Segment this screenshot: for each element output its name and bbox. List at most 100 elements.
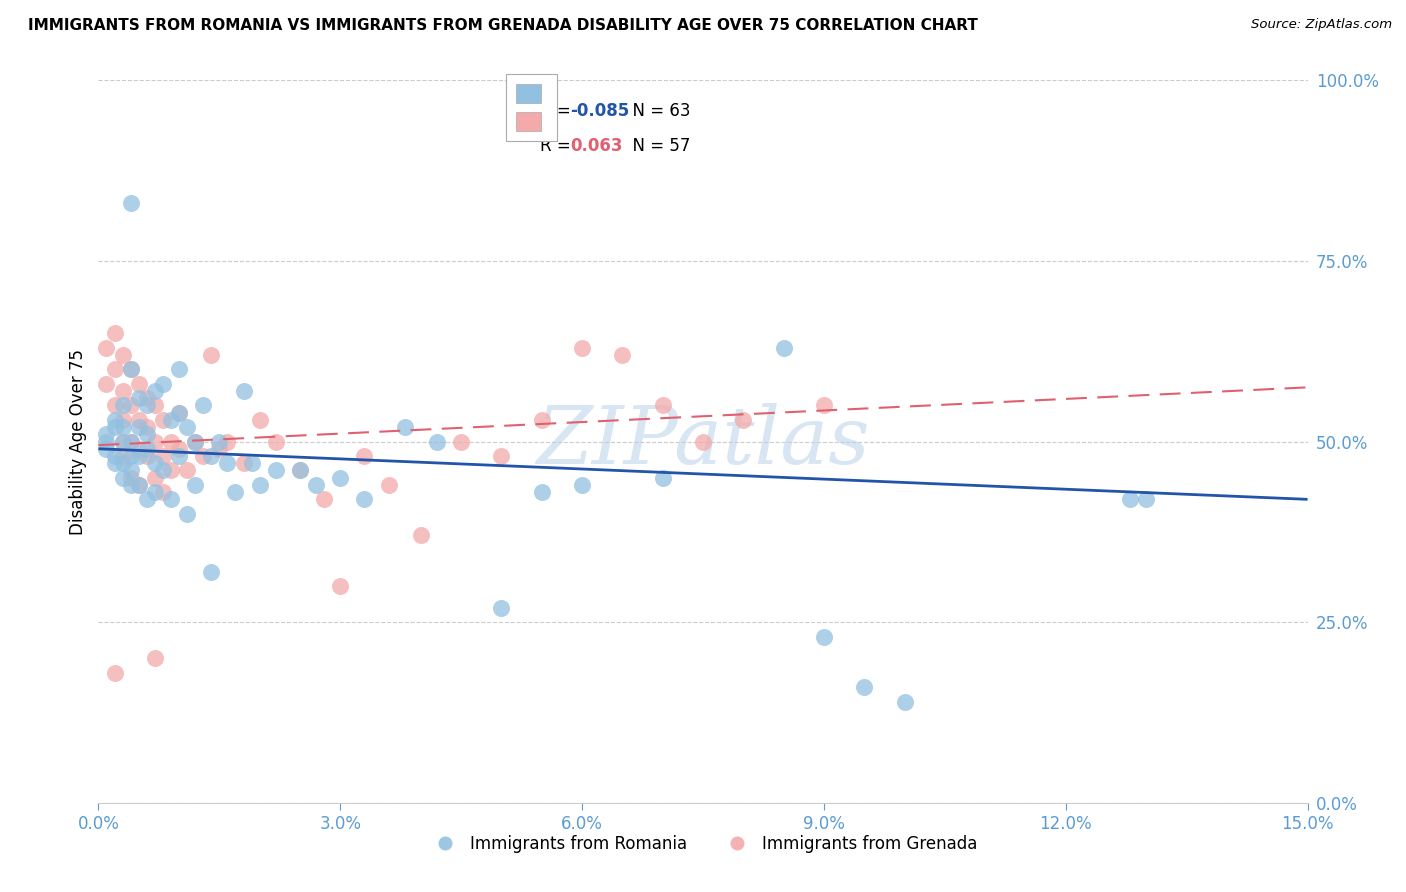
Point [143,384,166,398]
Point [217,434,239,449]
Text: N = 63: N = 63 [621,102,690,120]
Point [167,406,190,420]
Point [409,528,432,542]
Point [160,434,183,449]
Point [329,470,352,484]
Point [111,420,134,434]
Point [176,507,198,521]
Legend: Immigrants from Romania, Immigrants from Grenada: Immigrants from Romania, Immigrants from… [422,828,984,860]
Point [128,449,150,463]
Point [329,579,352,593]
Point [530,413,553,427]
Point [111,398,134,412]
Point [143,485,166,500]
Point [426,434,449,449]
Point [128,442,150,456]
Point [111,434,134,449]
Point [96,434,118,449]
Point [232,384,254,398]
Point [305,478,328,492]
Point [184,434,207,449]
Point [111,434,134,449]
Point [143,398,166,412]
Point [120,196,142,211]
Point [184,434,207,449]
Point [813,398,835,412]
Point [208,434,231,449]
Y-axis label: Disability Age Over 75: Disability Age Over 75 [69,349,87,534]
Point [128,413,150,427]
Point [200,565,222,579]
Text: R =: R = [540,102,576,120]
Point [1119,492,1142,507]
Point [571,478,593,492]
Point [96,427,118,442]
Point [103,362,125,376]
Point [167,442,190,456]
Point [103,449,125,463]
Point [288,463,311,477]
Point [200,449,222,463]
Point [167,449,190,463]
Text: -0.085: -0.085 [569,102,630,120]
Point [111,348,134,362]
Point [394,420,416,434]
Point [249,478,271,492]
Point [120,362,142,376]
Point [152,449,174,463]
Point [314,492,336,507]
Point [111,470,134,484]
Point [264,434,287,449]
Text: R =: R = [540,137,581,155]
Point [111,384,134,398]
Point [193,398,215,412]
Point [571,341,593,355]
Point [135,420,157,434]
Point [893,695,915,709]
Point [135,398,157,412]
Text: 0.063: 0.063 [569,137,623,155]
Point [176,420,198,434]
Point [208,442,231,456]
Point [232,456,254,470]
Point [167,362,190,376]
Point [651,470,673,484]
Point [224,485,246,500]
Point [103,665,125,680]
Point [152,413,174,427]
Point [491,600,513,615]
Point [120,398,142,412]
Point [160,463,183,477]
Point [135,449,157,463]
Point [200,348,222,362]
Point [160,413,183,427]
Point [152,485,174,500]
Point [491,449,513,463]
Point [103,456,125,470]
Point [111,449,134,463]
Point [120,362,142,376]
Point [772,341,794,355]
Point [120,434,142,449]
Point [450,434,472,449]
Point [135,492,157,507]
Point [120,434,142,449]
Point [692,434,714,449]
Point [103,420,125,434]
Point [143,470,166,484]
Point [353,492,375,507]
Point [193,449,215,463]
Point [103,398,125,412]
Text: IMMIGRANTS FROM ROMANIA VS IMMIGRANTS FROM GRENADA DISABILITY AGE OVER 75 CORREL: IMMIGRANTS FROM ROMANIA VS IMMIGRANTS FR… [28,18,979,33]
Point [264,463,287,477]
Text: ZIPatlas: ZIPatlas [536,403,870,480]
Point [176,463,198,477]
Point [120,478,142,492]
Point [240,456,263,470]
Point [135,391,157,405]
Point [111,456,134,470]
Point [96,341,118,355]
Point [128,376,150,391]
Point [184,478,207,492]
Point [217,456,239,470]
